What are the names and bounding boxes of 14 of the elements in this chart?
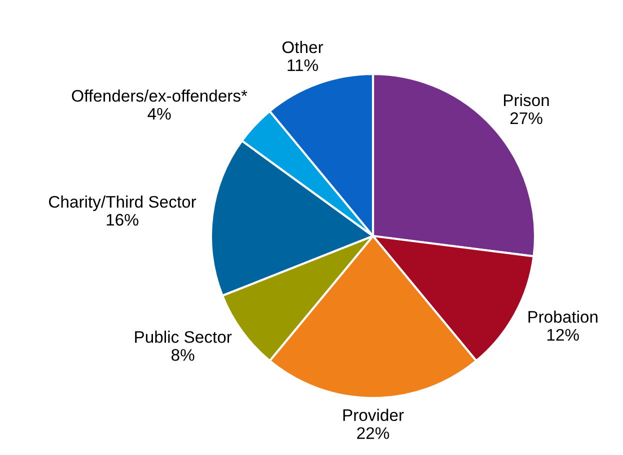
slice-label: Charity/Third Sector: [48, 196, 196, 212]
slice-label: Provider: [343, 408, 404, 422]
data-label: 11%: [288, 59, 318, 72]
slice-label: Prison: [504, 94, 549, 106]
data-label: 8%: [172, 349, 194, 361]
data-label: 22%: [357, 427, 390, 439]
slice-label: Public Sector: [135, 330, 232, 343]
data-label: 27%: [510, 112, 542, 124]
slice-label: Other: [282, 40, 324, 54]
slice-label: Probation: [528, 310, 598, 323]
data-label: 16%: [106, 214, 138, 226]
data-label: 12%: [547, 328, 579, 341]
data-label: 4%: [148, 108, 171, 120]
slice-label: Offenders/ex-offenders*: [72, 90, 248, 102]
